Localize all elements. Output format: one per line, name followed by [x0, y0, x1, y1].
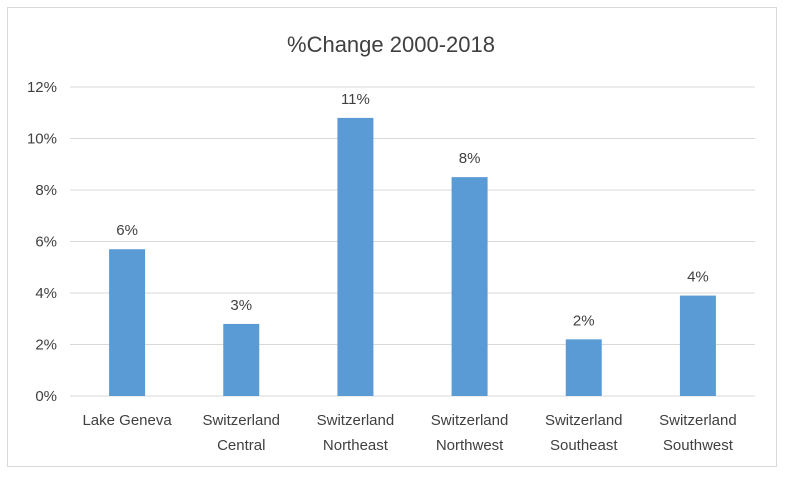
category-label: Switzerland: [431, 412, 509, 429]
bar: [451, 177, 488, 396]
bar: [223, 323, 260, 396]
y-tick-label: 12%: [27, 79, 57, 96]
y-tick-label: 8%: [35, 182, 57, 199]
bar: [565, 339, 602, 396]
data-label: 8%: [459, 150, 481, 167]
y-axis-tick-labels: 0% 2% 4% 6% 8% 10% 12%: [27, 79, 57, 405]
category-label: Northeast: [323, 437, 389, 454]
category-label: Central: [217, 437, 265, 454]
bar: [109, 249, 146, 396]
category-label: Southeast: [550, 437, 618, 454]
data-label: 2%: [573, 312, 595, 329]
data-label: 6%: [116, 222, 138, 239]
y-tick-label: 2%: [35, 337, 57, 354]
x-axis-category-labels: Lake Geneva Switzerland Central Switzerland…: [82, 412, 736, 454]
gridlines: [70, 86, 755, 397]
data-label: 11%: [341, 91, 370, 108]
category-label: Southwest: [663, 437, 734, 454]
y-tick-label: 10%: [27, 131, 57, 148]
category-label: Switzerland: [317, 412, 395, 429]
data-label: 3%: [230, 297, 252, 314]
bar: [679, 295, 716, 396]
category-label: Switzerland: [545, 412, 623, 429]
category-label: Switzerland: [659, 412, 737, 429]
category-label: Northwest: [436, 437, 504, 454]
y-tick-label: 6%: [35, 234, 57, 251]
bars: [109, 117, 716, 397]
y-tick-label: 0%: [35, 388, 57, 405]
y-tick-label: 4%: [35, 285, 57, 302]
category-label: Lake Geneva: [82, 412, 172, 429]
chart-title: %Change 2000-2018: [287, 32, 495, 57]
bar: [337, 117, 374, 397]
data-labels: 6% 3% 11% 8% 2% 4%: [116, 91, 709, 329]
data-label: 4%: [687, 269, 709, 286]
category-label: Switzerland: [202, 412, 280, 429]
